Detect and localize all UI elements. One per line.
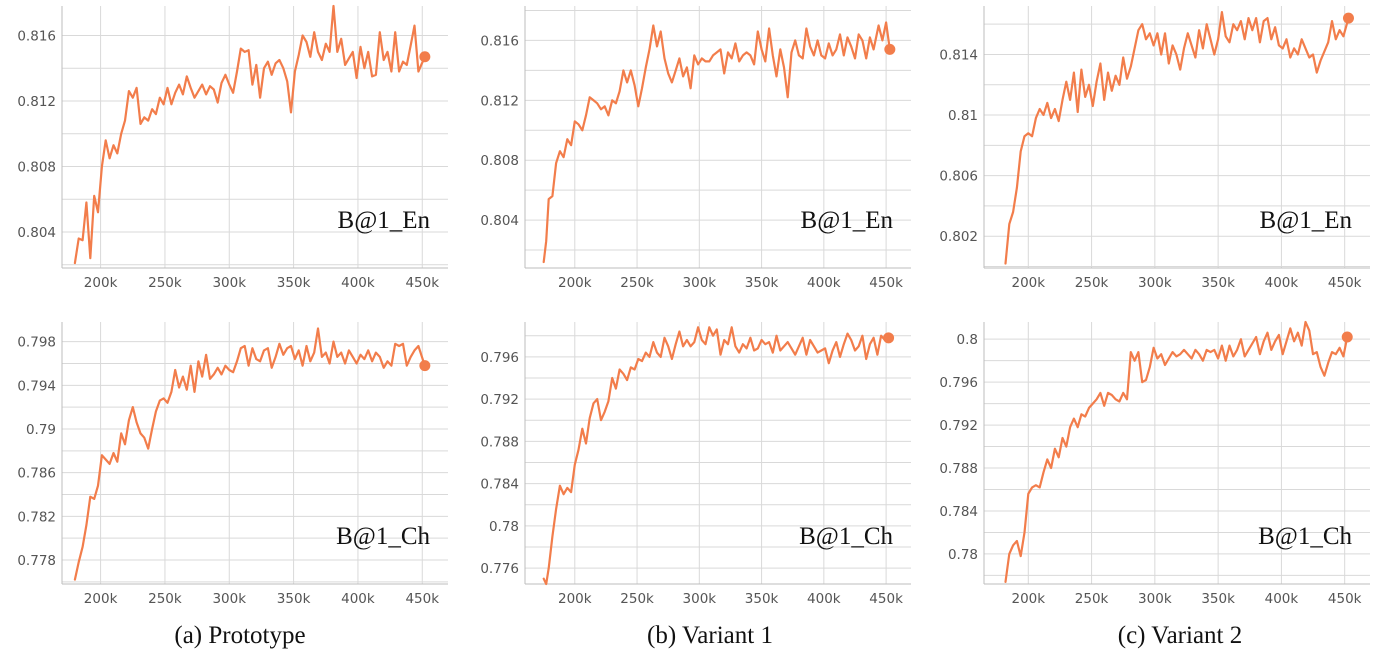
x-tick-label: 400k — [807, 275, 841, 291]
x-tick-label: 400k — [1265, 591, 1299, 607]
y-tick-label: 0.802 — [939, 229, 978, 245]
series-line — [73, 327, 426, 581]
y-tick-label: 0.79 — [26, 422, 56, 438]
x-tick-label: 300k — [683, 591, 717, 607]
x-tick-label: 450k — [869, 275, 903, 291]
caption-prototype: (a) Prototype — [174, 622, 306, 649]
y-tick-label: 0.816 — [17, 28, 56, 44]
last-point-marker — [1342, 12, 1354, 24]
caption-variant2: (c) Variant 2 — [1117, 622, 1243, 649]
y-tick-label: 0.788 — [939, 461, 978, 477]
chart-svg: 0.802 0.806 0.81 0.814 200k 250k 300k 350k 400k 4… — [939, 6, 1370, 291]
y-tick-label: 0.812 — [17, 94, 56, 110]
x-tick-label: 300k — [1138, 591, 1172, 607]
y-tick-label: 0.804 — [17, 225, 56, 241]
y-tick-label: 0.814 — [939, 47, 978, 63]
chart-variant1-ch: 0.776 0.78 0.784 0.788 0.792 0.796 200k 250k 300… — [463, 316, 923, 616]
y-tick-label: 0.81 — [948, 108, 978, 124]
x-tick-label: 250k — [148, 591, 182, 607]
x-tick-label: 350k — [1201, 275, 1235, 291]
x-tick-label: 450k — [405, 591, 439, 607]
chart-svg: 0.778 0.782 0.786 0.79 0.794 0.798 200k 250k 300… — [17, 322, 448, 607]
chart-prototype-ch: 0.778 0.782 0.786 0.79 0.794 0.798 200k 250k 300… — [0, 316, 460, 616]
y-tick-label: 0.784 — [480, 477, 519, 493]
x-tick-label: 450k — [1328, 591, 1362, 607]
x-tick-label: 350k — [277, 275, 311, 291]
x-tick-label: 400k — [807, 591, 841, 607]
x-tick-label: 450k — [1328, 275, 1362, 291]
x-tick-label: 200k — [84, 275, 118, 291]
x-tick-label: 300k — [1138, 275, 1172, 291]
chart-variant2-en: 0.802 0.806 0.81 0.814 200k 250k 300k 350k 400k 4… — [922, 0, 1382, 300]
x-tick-label: 200k — [84, 591, 118, 607]
x-tick-label: 300k — [212, 275, 246, 291]
x-tick-label: 200k — [1011, 591, 1045, 607]
y-tick-label: 0.812 — [480, 93, 519, 109]
y-tick-label: 0.808 — [480, 153, 519, 169]
metric-label: B@1_En — [801, 207, 894, 234]
series-line — [542, 326, 890, 586]
last-point-marker — [884, 43, 896, 55]
y-tick-label: 0.804 — [480, 213, 519, 229]
y-tick-label: 0.776 — [480, 561, 519, 577]
y-tick-label: 0.78 — [948, 547, 978, 563]
x-tick-label: 450k — [869, 591, 903, 607]
y-tick-label: 0.806 — [939, 169, 978, 185]
caption-variant1: (b) Variant 1 — [647, 622, 773, 649]
x-tick-label: 200k — [558, 275, 592, 291]
y-tick-label: 0.788 — [480, 434, 519, 450]
x-tick-label: 250k — [148, 275, 182, 291]
x-tick-label: 250k — [620, 275, 654, 291]
series-line — [1004, 11, 1350, 265]
y-tick-label: 0.794 — [17, 378, 56, 394]
x-tick-label: 400k — [341, 591, 375, 607]
chart-svg: 0.78 0.784 0.788 0.792 0.796 0.8 200k 250k 300k 3… — [939, 320, 1370, 607]
y-tick-label: 0.796 — [939, 375, 978, 391]
chart-variant1-en: 0.804 0.808 0.812 0.816 200k 250k 300k 350k 400k… — [463, 0, 923, 300]
y-tick-label: 0.78 — [489, 519, 519, 535]
series-line — [1004, 320, 1349, 583]
last-point-marker — [419, 360, 431, 372]
y-tick-label: 0.782 — [17, 509, 56, 525]
x-tick-label: 350k — [1201, 591, 1235, 607]
chart-svg: 0.804 0.808 0.812 0.816 200k 250k 300k 350k 400k… — [17, 4, 448, 291]
series-line — [542, 21, 891, 264]
metric-label: B@1_En — [1260, 207, 1353, 234]
y-tick-label: 0.796 — [480, 350, 519, 366]
x-tick-label: 200k — [558, 591, 592, 607]
x-tick-label: 250k — [620, 591, 654, 607]
y-tick-label: 0.778 — [17, 553, 56, 569]
x-tick-label: 300k — [212, 591, 246, 607]
metric-label: B@1_Ch — [1258, 523, 1352, 550]
chart-prototype-en: 0.804 0.808 0.812 0.816 200k 250k 300k 350k 400k… — [0, 0, 460, 300]
y-tick-label: 0.8 — [957, 332, 978, 348]
last-point-marker — [1341, 331, 1353, 343]
chart-svg: 0.804 0.808 0.812 0.816 200k 250k 300k 350k 400k… — [480, 6, 911, 291]
chart-variant2-ch: 0.78 0.784 0.788 0.792 0.796 0.8 200k 250k 300k 3… — [922, 316, 1382, 616]
y-tick-label: 0.792 — [939, 418, 978, 434]
last-point-marker — [883, 332, 895, 344]
x-tick-label: 450k — [405, 275, 439, 291]
x-tick-label: 400k — [1265, 275, 1299, 291]
y-tick-label: 0.798 — [17, 335, 56, 351]
y-tick-label: 0.784 — [939, 504, 978, 520]
x-tick-label: 350k — [745, 591, 779, 607]
x-tick-label: 300k — [683, 275, 717, 291]
metric-label: B@1_Ch — [336, 523, 430, 550]
series-line — [73, 4, 426, 265]
y-tick-label: 0.808 — [17, 159, 56, 175]
x-tick-label: 250k — [1075, 275, 1109, 291]
y-tick-label: 0.792 — [480, 392, 519, 408]
x-tick-label: 250k — [1075, 591, 1109, 607]
metric-label: B@1_Ch — [799, 523, 893, 550]
y-tick-label: 0.816 — [480, 33, 519, 49]
x-tick-label: 400k — [341, 275, 375, 291]
x-tick-label: 350k — [745, 275, 779, 291]
y-tick-label: 0.786 — [17, 466, 56, 482]
x-tick-label: 350k — [277, 591, 311, 607]
x-tick-label: 200k — [1011, 275, 1045, 291]
last-point-marker — [419, 51, 431, 63]
chart-svg: 0.776 0.78 0.784 0.788 0.792 0.796 200k 250k 300… — [480, 322, 911, 607]
metric-label: B@1_En — [338, 207, 431, 234]
